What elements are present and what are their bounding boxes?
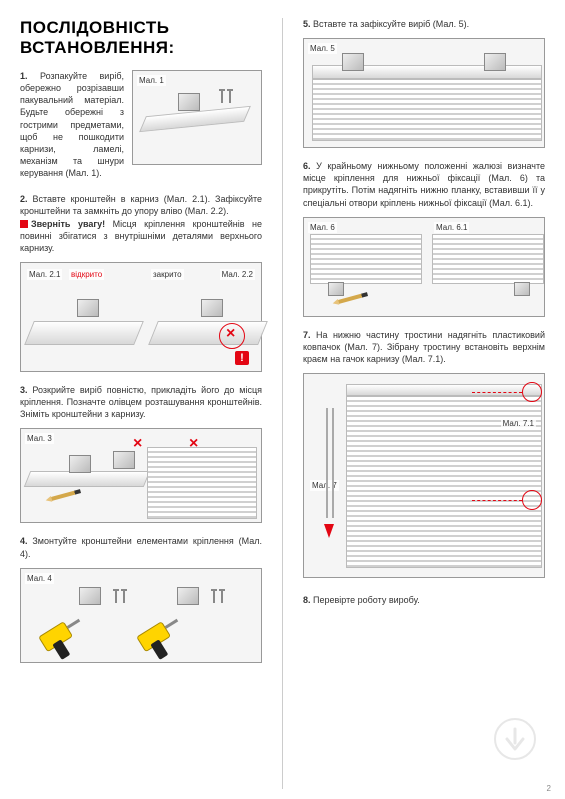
blinds-sketch bbox=[147, 447, 257, 519]
step-5-text: 5. Вставте та зафіксуйте виріб (Мал. 5). bbox=[303, 18, 545, 30]
figure-3-label: Мал. 3 bbox=[25, 433, 54, 444]
figure-5-label: Мал. 5 bbox=[308, 43, 337, 54]
x-mark-icon: × bbox=[189, 437, 203, 451]
bracket-sketch bbox=[79, 587, 101, 605]
rail-sketch bbox=[346, 384, 542, 396]
step-1-body: Розпакуйте виріб, обережно розрізавши па… bbox=[20, 71, 124, 178]
bracket-sketch bbox=[69, 455, 91, 473]
step-6-body: У крайньому нижньому положенні жалюзі ви… bbox=[303, 161, 545, 207]
drill-icon bbox=[35, 607, 93, 662]
figure-6: Мал. 6 Мал. 6.1 bbox=[303, 217, 545, 317]
step-8-text: 8. Перевірте роботу виробу. bbox=[303, 594, 545, 606]
step-7-num: 7. bbox=[303, 330, 311, 340]
alert-icon: ! bbox=[235, 351, 249, 365]
dashline-icon bbox=[472, 500, 522, 501]
circle-mark-icon bbox=[522, 490, 542, 510]
step-1-block: Мал. 1 1. Розпакуйте виріб, обережно роз… bbox=[20, 70, 262, 187]
bracket-sketch bbox=[113, 451, 135, 469]
screw-icon bbox=[115, 591, 117, 603]
tassel-icon bbox=[324, 524, 334, 538]
left-column: ПОСЛІДОВНІСТЬ ВСТАНОВЛЕННЯ: Мал. 1 1. Ро… bbox=[20, 18, 262, 789]
rail-sketch bbox=[24, 321, 144, 345]
step-1-num: 1. bbox=[20, 71, 28, 81]
page-number: 2 bbox=[547, 784, 551, 793]
figure-61-label: Мал. 6.1 bbox=[434, 222, 469, 233]
pencil-icon bbox=[51, 490, 81, 502]
step-7-text: 7. На нижню частину тростини надягніть п… bbox=[303, 329, 545, 365]
step-6-text: 6. У крайньому нижньому положенні жалюзі… bbox=[303, 160, 545, 209]
bracket-sketch bbox=[201, 299, 223, 317]
bracket-sketch bbox=[77, 299, 99, 317]
step-4-text: 4. Змонтуйте кронштейни елементами кріпл… bbox=[20, 535, 262, 559]
screw-icon bbox=[213, 591, 215, 603]
figure-7: Мал. 7.1 Мал. 7 bbox=[303, 373, 545, 578]
warning-icon bbox=[20, 220, 28, 228]
page-title: ПОСЛІДОВНІСТЬ ВСТАНОВЛЕННЯ: bbox=[20, 18, 262, 58]
figure-71-label: Мал. 7.1 bbox=[501, 418, 536, 429]
step-3-body: Розкрийте виріб повністю, прикладіть йог… bbox=[20, 385, 262, 419]
blinds-sketch bbox=[310, 234, 422, 284]
step-6-num: 6. bbox=[303, 161, 311, 171]
step-7-body: На нижню частину тростини надягніть плас… bbox=[303, 330, 545, 364]
figure-4-label: Мал. 4 bbox=[25, 573, 54, 584]
blinds-sketch bbox=[432, 234, 544, 284]
instruction-page: ПОСЛІДОВНІСТЬ ВСТАНОВЛЕННЯ: Мал. 1 1. Ро… bbox=[0, 0, 565, 799]
bracket-sketch bbox=[177, 587, 199, 605]
rail-sketch bbox=[148, 321, 268, 345]
label-closed: закрито bbox=[151, 269, 184, 280]
x-mark-icon: × bbox=[133, 437, 147, 451]
warning-label: Зверніть увагу! bbox=[31, 219, 105, 229]
cord-sketch bbox=[332, 408, 334, 518]
step-4-num: 4. bbox=[20, 536, 28, 546]
figure-6-label: Мал. 6 bbox=[308, 222, 337, 233]
x-mark-icon: × bbox=[226, 327, 240, 341]
step-5-num: 5. bbox=[303, 19, 311, 29]
screw-icon bbox=[229, 91, 231, 103]
circle-mark-icon bbox=[522, 382, 542, 402]
label-open: відкрито bbox=[69, 269, 104, 280]
figure-21-label: Мал. 2.1 bbox=[27, 269, 62, 280]
rail-sketch bbox=[24, 471, 150, 487]
figure-7-label: Мал. 7 bbox=[310, 480, 339, 491]
step-8-num: 8. bbox=[303, 595, 311, 605]
step-2-text: 2. Вставте кронштейн в карниз (Мал. 2.1)… bbox=[20, 193, 262, 254]
cord-sketch bbox=[326, 408, 328, 518]
step-3-num: 3. bbox=[20, 385, 28, 395]
figure-2: Мал. 2.1 відкрито закрито Мал. 2.2 × ! bbox=[20, 262, 262, 372]
figure-22-label: Мал. 2.2 bbox=[220, 269, 255, 280]
step-2-num: 2. bbox=[20, 194, 28, 204]
blinds-sketch bbox=[312, 79, 542, 141]
bracket-sketch bbox=[484, 53, 506, 71]
watermark-icon bbox=[493, 717, 537, 761]
step-8-body: Перевірте роботу виробу. bbox=[313, 595, 420, 605]
screw-icon bbox=[123, 591, 125, 603]
step-3-text: 3. Розкрийте виріб повністю, прикладіть … bbox=[20, 384, 262, 420]
figure-1: Мал. 1 bbox=[132, 70, 262, 165]
step-2-body: Вставте кронштейн в карниз (Мал. 2.1). З… bbox=[20, 194, 262, 216]
figure-5: Мал. 5 bbox=[303, 38, 545, 148]
bracket-sketch bbox=[328, 282, 344, 296]
step-4-body: Змонтуйте кронштейни елементами кріпленн… bbox=[20, 536, 262, 558]
step-5-body: Вставте та зафіксуйте виріб (Мал. 5). bbox=[313, 19, 469, 29]
dashline-icon bbox=[472, 392, 522, 393]
screw-icon bbox=[221, 591, 223, 603]
bracket-sketch bbox=[178, 93, 200, 111]
bracket-sketch bbox=[342, 53, 364, 71]
bracket-sketch bbox=[514, 282, 530, 296]
figure-1-label: Мал. 1 bbox=[137, 75, 166, 86]
right-column: 5. Вставте та зафіксуйте виріб (Мал. 5).… bbox=[303, 18, 545, 789]
drill-icon bbox=[133, 607, 191, 662]
figure-4: Мал. 4 bbox=[20, 568, 262, 663]
figure-3: Мал. 3 × × bbox=[20, 428, 262, 523]
column-divider bbox=[282, 18, 283, 789]
screw-icon bbox=[221, 91, 223, 103]
